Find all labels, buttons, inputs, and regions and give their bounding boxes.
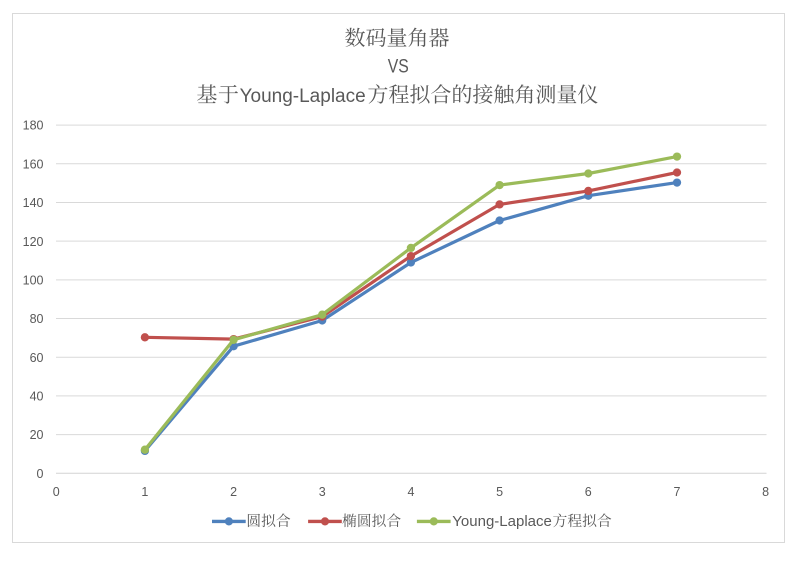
- svg-text:120: 120: [23, 235, 44, 249]
- svg-text:0: 0: [53, 485, 60, 499]
- svg-text:VS: VS: [388, 56, 409, 77]
- svg-text:2: 2: [230, 485, 237, 499]
- svg-text:8: 8: [762, 485, 769, 499]
- svg-text:20: 20: [30, 428, 44, 442]
- svg-text:1: 1: [141, 485, 148, 499]
- svg-text:4: 4: [407, 485, 414, 499]
- svg-text:7: 7: [673, 485, 680, 499]
- svg-text:Young-Laplace: Young-Laplace: [452, 513, 552, 530]
- svg-text:3: 3: [319, 485, 326, 499]
- svg-text:40: 40: [30, 390, 44, 404]
- svg-text:140: 140: [23, 196, 44, 210]
- svg-text:0: 0: [37, 467, 44, 481]
- svg-text:5: 5: [496, 485, 503, 499]
- svg-text:160: 160: [23, 157, 44, 171]
- svg-text:60: 60: [30, 351, 44, 365]
- svg-text:Young-Laplace: Young-Laplace: [240, 86, 366, 107]
- svg-text:180: 180: [23, 119, 44, 133]
- svg-text:100: 100: [23, 273, 44, 287]
- svg-text:80: 80: [30, 312, 44, 326]
- svg-text:6: 6: [585, 485, 592, 499]
